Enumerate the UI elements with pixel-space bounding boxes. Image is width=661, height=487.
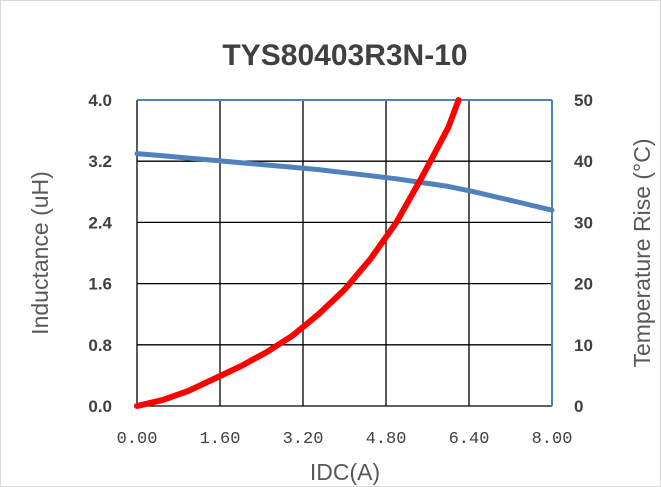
y-left-tick-label: 0.0	[88, 397, 112, 416]
y-right-tick-label: 50	[574, 91, 593, 110]
grid	[136, 99, 553, 407]
y-right-tick-label: 30	[574, 213, 593, 232]
x-tick-label: 3.20	[283, 430, 324, 449]
inductance-series-line	[134, 151, 555, 213]
y-left-tick-label: 3.2	[88, 152, 112, 171]
y-axis-left-label: Inductance (uH)	[27, 171, 53, 335]
y-left-tick-label: 0.8	[88, 336, 112, 355]
y-right-tick-label: 10	[574, 336, 593, 355]
x-axis-label: IDC(A)	[310, 459, 380, 485]
series-group	[134, 97, 555, 409]
x-tick-label: 8.00	[532, 430, 573, 449]
temperature-rise-series-line	[134, 97, 462, 409]
y-axis-right-label: Temperature Rise (°C)	[629, 138, 655, 367]
x-tick-label: 1.60	[200, 430, 241, 449]
y-right-tick-label: 20	[574, 275, 593, 294]
y-left-tick-label: 2.4	[88, 213, 112, 232]
y-left-tick-label: 1.6	[88, 275, 112, 294]
tick-labels: 0.00 1.60 3.20 4.80 6.40 8.00 0.0 0.8 1.6 2.4 3.2 4…	[88, 91, 593, 449]
y-right-tick-label: 40	[574, 152, 593, 171]
x-tick-label: 0.00	[117, 430, 158, 449]
chart-title: TYS80403R3N-10	[222, 39, 467, 72]
x-tick-label: 6.40	[449, 430, 490, 449]
x-tick-label: 4.80	[366, 430, 407, 449]
y-left-tick-label: 4.0	[88, 91, 112, 110]
y-right-tick-label: 0	[574, 397, 583, 416]
